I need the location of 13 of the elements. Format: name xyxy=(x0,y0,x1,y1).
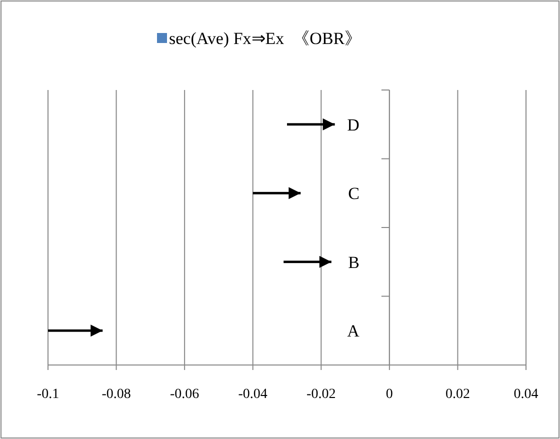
y-tick-label: C xyxy=(348,184,360,204)
x-tick-label: -0.1 xyxy=(36,387,60,402)
text: sec(Ave) Fx⇒Ex 《OBR》 xyxy=(169,29,362,48)
x-tick-label: -0.06 xyxy=(170,387,200,402)
x-tick-label: 0.02 xyxy=(445,387,470,402)
x-tick-label: -0.08 xyxy=(102,387,131,402)
x-tick-label: -0.04 xyxy=(238,387,268,402)
x-tick-label: 0.04 xyxy=(514,387,538,402)
y-tick-label: B xyxy=(348,252,360,272)
y-tick-label: A xyxy=(347,322,360,341)
y-tick-label: D xyxy=(347,115,360,134)
x-tick-label: -0.02 xyxy=(306,387,336,402)
x-tick-label: 0 xyxy=(386,387,393,402)
